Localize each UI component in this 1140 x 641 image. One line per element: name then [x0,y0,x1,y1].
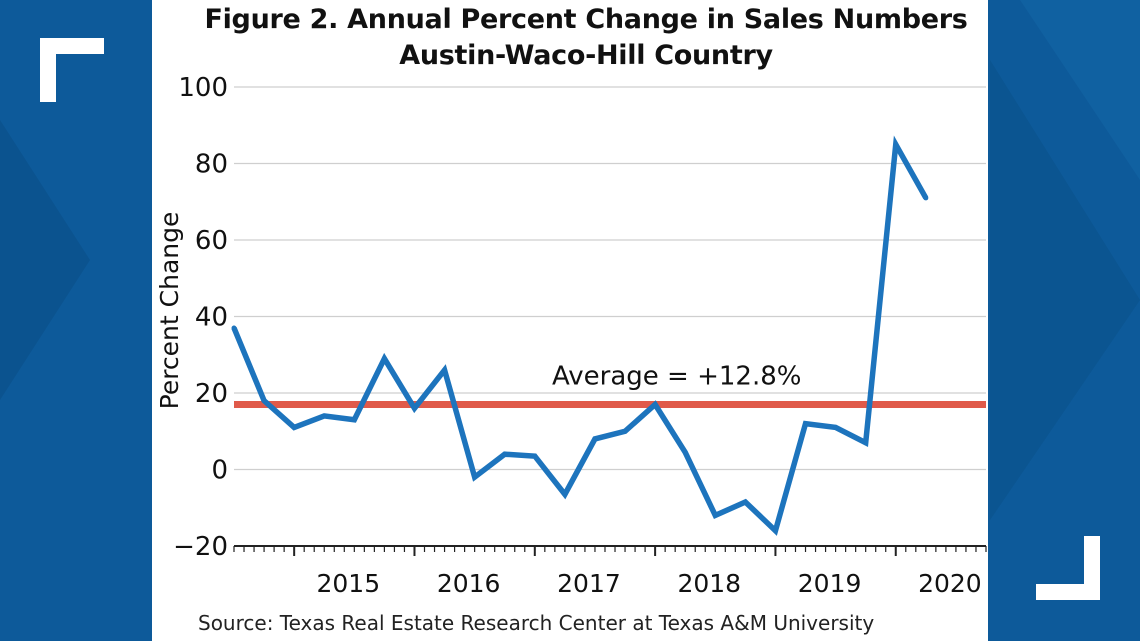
data-point [803,421,809,427]
data-point [712,512,718,518]
chart-title: Figure 2. Annual Percent Change in Sales… [204,4,968,35]
data-point [351,417,357,423]
data-point [291,424,297,430]
y-axis-label: Percent Change [155,212,184,410]
data-point [411,405,417,411]
data-point [923,195,929,201]
x-tick-label: 2017 [557,569,621,598]
data-point [863,440,869,446]
line-chart: −20 0 20 40 60 80 100 2015 2016 2017 2018 2019 2020 P… [155,73,987,598]
y-tick-label: 0 [211,456,228,486]
bracket-top-left-icon [40,38,104,102]
data-point [772,528,778,534]
average-label: Average = +12.8% [552,361,801,391]
y-tick-label: −20 [173,532,228,562]
data-point [562,491,568,497]
data-point [742,499,748,505]
chart-subtitle: Austin-Waco-Hill Country [399,40,773,71]
x-tick-label: 2018 [677,569,741,598]
y-tick-label: 100 [178,73,228,103]
series-line [231,135,929,536]
bracket-bottom-right-icon [1036,536,1100,600]
data-point [381,356,387,362]
x-tick-label: 2016 [437,569,501,598]
y-tick-label: 20 [195,379,228,409]
chart-panel: Figure 2. Annual Percent Change in Sales… [152,0,988,641]
data-point [622,428,628,434]
data-point [472,474,478,480]
data-point [231,325,237,331]
data-point [502,451,508,457]
y-tick-label: 80 [195,150,228,180]
data-point [321,413,327,419]
data-point [893,141,899,147]
data-point [652,401,658,407]
x-tick-label: 2019 [798,569,862,598]
x-tick-label: 2020 [918,569,982,598]
data-point [682,449,688,455]
data-point [442,367,448,373]
x-tick-label: 2015 [317,569,381,598]
data-point [592,436,598,442]
data-point [532,453,538,459]
y-tick-label: 60 [195,226,228,256]
chart-source: Source: Texas Real Estate Research Cente… [198,611,875,635]
data-point [261,398,267,404]
data-point [833,424,839,430]
y-tick-label: 40 [195,303,228,333]
